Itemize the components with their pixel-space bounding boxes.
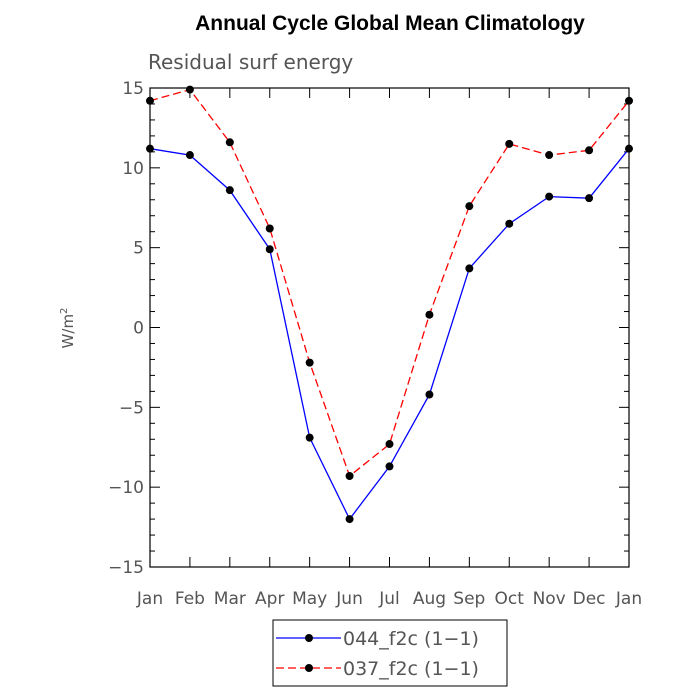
series-1-point <box>146 144 154 153</box>
legend-entry-1: 044_f2c (1−1) <box>343 628 479 650</box>
y-tick-label: 15 <box>122 79 144 99</box>
x-tick-label: Dec <box>573 589 606 609</box>
legend-box <box>272 619 508 687</box>
series-1-point <box>465 264 474 273</box>
series-2-point <box>185 85 194 94</box>
series-1-point <box>225 186 234 195</box>
x-tick-label: Jul <box>378 589 400 609</box>
series-2-point <box>225 138 234 147</box>
y-tick-label: −10 <box>108 478 144 498</box>
y-tick-label: −5 <box>119 398 144 418</box>
x-tick-label: Oct <box>495 589 525 609</box>
y-tick-label: 0 <box>133 319 144 339</box>
legend: 044_f2c (1−1) 037_f2c (1−1) <box>272 619 508 687</box>
series-1-point <box>505 219 514 228</box>
series-2-point <box>146 96 154 105</box>
x-tick-label: Mar <box>214 589 246 609</box>
legend-entry-2: 037_f2c (1−1) <box>343 658 479 680</box>
series-layer <box>146 85 633 524</box>
x-tick-label: Nov <box>533 589 566 609</box>
chart-subtitle: Residual surf energy <box>148 50 353 74</box>
x-tick-label: Jan <box>136 589 163 609</box>
chart-title: Annual Cycle Global Mean Climatology <box>195 12 585 35</box>
series-2-point <box>385 440 394 449</box>
series-2-point <box>265 224 274 233</box>
series-2-point <box>625 96 633 105</box>
series-2-point <box>585 146 594 155</box>
axes: −15 −10 −5 0 5 10 15 Jan Feb Mar Apr May Jun Jul Aug Se… <box>108 79 642 609</box>
series-1-point <box>545 192 554 201</box>
series-1-point <box>345 515 354 524</box>
series-1-point <box>305 433 314 442</box>
series-1-point <box>385 462 394 471</box>
series-2-point <box>425 310 434 319</box>
series-1-point <box>185 151 194 160</box>
x-tick-label: Jun <box>335 589 363 609</box>
series-1-point <box>265 245 274 254</box>
legend-marker-1 <box>305 634 313 642</box>
x-tick-label: May <box>292 589 327 609</box>
plot-frame <box>149 87 630 568</box>
x-tick-label: Feb <box>175 589 205 609</box>
series-2-point <box>465 202 474 211</box>
y-axis-label: W/m2 <box>59 308 77 349</box>
x-tick-label: Sep <box>453 589 485 609</box>
x-tick-label: Jan <box>615 589 642 609</box>
series-1-point <box>425 390 434 399</box>
series-1-point <box>585 194 594 203</box>
series-2-point <box>505 139 514 148</box>
y-tick-label: 10 <box>122 159 144 179</box>
y-tick-label: 5 <box>133 239 144 259</box>
series-line-2 <box>149 88 630 478</box>
x-tick-label: Apr <box>255 589 284 609</box>
series-2-point <box>305 358 314 367</box>
series-2-point <box>545 151 554 160</box>
y-tick-label: −15 <box>108 558 144 578</box>
x-tick-label: Aug <box>413 589 446 609</box>
series-1-point <box>625 144 633 153</box>
legend-marker-2 <box>305 664 313 672</box>
series-2-point <box>345 471 354 480</box>
